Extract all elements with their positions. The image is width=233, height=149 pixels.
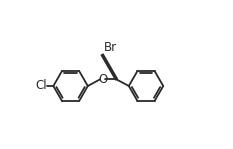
- Text: Br: Br: [104, 41, 117, 54]
- Text: Cl: Cl: [35, 79, 47, 93]
- Text: O: O: [98, 73, 107, 86]
